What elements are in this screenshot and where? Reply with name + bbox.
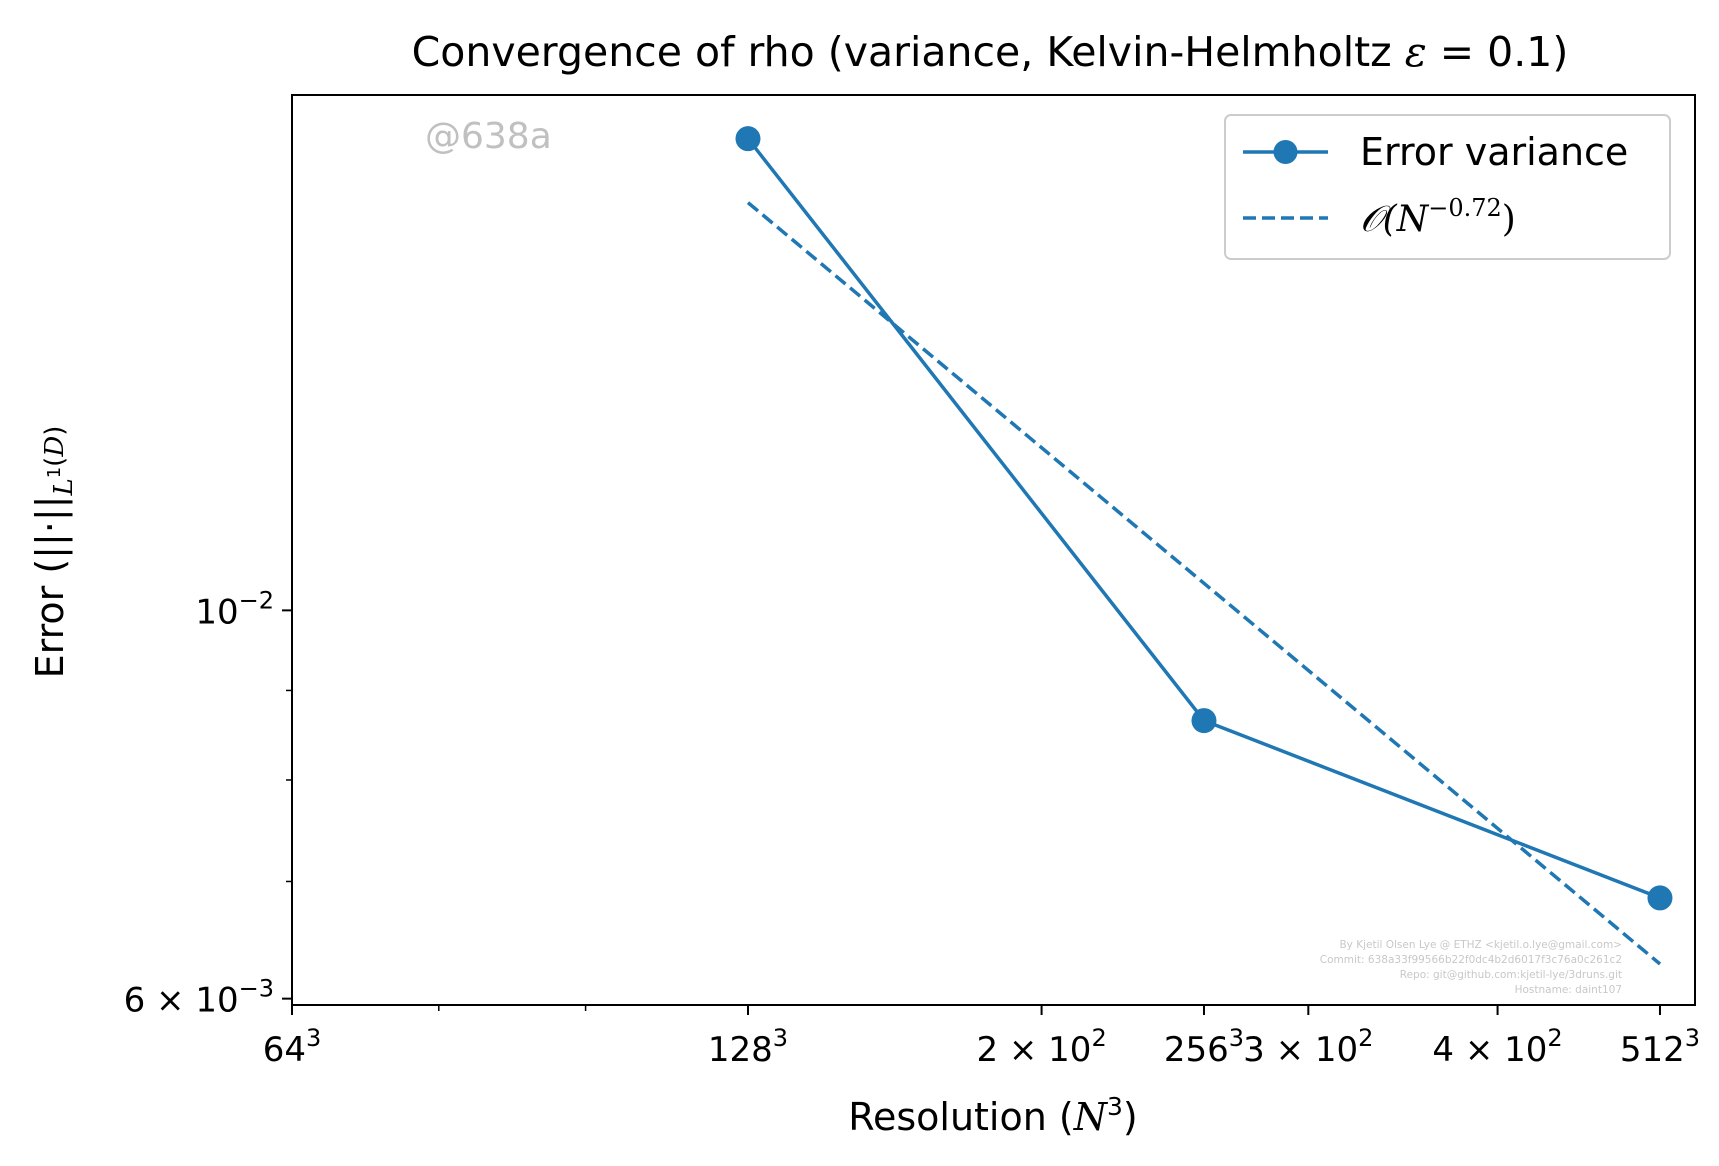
x-tick-label-5: 4 × 102: [1432, 1024, 1562, 1070]
provenance-footer: By Kjetil Olsen Lye @ ETHZ <kjetil.o.lye…: [1320, 939, 1622, 996]
data-point-0-2: [1647, 885, 1673, 911]
x-tick-label-4: 3 × 102: [1243, 1024, 1373, 1070]
data-point-0-0: [735, 126, 761, 152]
legend-fit-close: ): [1502, 199, 1516, 240]
x-tick-label-1: 1283: [708, 1024, 788, 1070]
y-tick-label-0: 10−2: [195, 586, 274, 632]
legend-marker-error-variance: [1273, 140, 1298, 164]
footer-line-author: By Kjetil Olsen Lye @ ETHZ <kjetil.o.lye…: [1339, 939, 1622, 951]
x-tick-label-0: 643: [263, 1024, 322, 1070]
legend-label-fit-line: 𝒪(N−0.72): [1360, 194, 1516, 240]
chart-title: Convergence of rho (variance, Kelvin-Hel…: [412, 28, 1569, 76]
x-tick-label-2: 2 × 102: [976, 1024, 1106, 1070]
footer-line-hostname: Hostname: daint107: [1515, 984, 1622, 996]
x-axis-label: Resolution (N3): [848, 1092, 1137, 1139]
x-tick-label-3: 2563: [1164, 1024, 1244, 1070]
legend: Error variance 𝒪(N−0.72): [1224, 114, 1671, 260]
footer-line-commit: Commit: 638a33f99566b22f0dc4b2d6017f3c76…: [1320, 954, 1622, 966]
plot-area: [291, 94, 1696, 1006]
legend-fit-base: 𝒪(N: [1360, 199, 1430, 240]
footer-line-repo: Repo: git@github.com:kjetil-lye/3druns.g…: [1400, 969, 1622, 981]
legend-label-error-variance: Error variance: [1360, 130, 1628, 174]
data-point-0-1: [1191, 708, 1217, 734]
data-series: [735, 126, 1673, 966]
series-line-1: [746, 201, 1662, 966]
legend-fit-exponent: −0.72: [1428, 194, 1502, 222]
legend-box: [1224, 114, 1671, 260]
y-tick-label-1: 6 × 10−3: [124, 975, 274, 1021]
watermark-label: @638a: [425, 116, 552, 157]
axis-ticks: 643 1283 2 × 102 2563 3 × 102 4 × 102 5123 10−2…: [124, 586, 1700, 1070]
y-axis-label: Error (||·||L1(D): [28, 426, 79, 679]
x-tick-label-6: 5123: [1620, 1024, 1700, 1070]
